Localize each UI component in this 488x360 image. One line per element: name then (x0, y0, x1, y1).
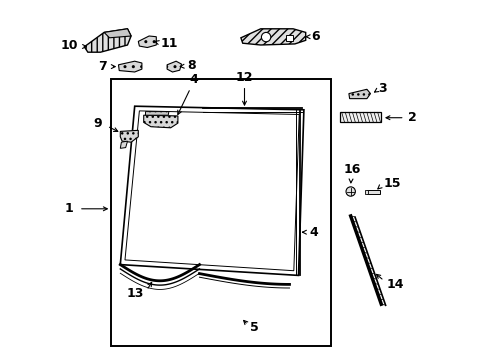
Polygon shape (145, 112, 168, 115)
Text: 16: 16 (343, 163, 360, 176)
Text: 4: 4 (189, 73, 198, 86)
Bar (285, 35, 292, 41)
Bar (366, 190, 379, 194)
Text: 7: 7 (98, 60, 107, 73)
Text: 4: 4 (309, 226, 317, 239)
Circle shape (261, 32, 270, 42)
Circle shape (346, 187, 355, 196)
Text: 8: 8 (186, 59, 195, 72)
Text: 9: 9 (94, 117, 102, 130)
Polygon shape (104, 29, 131, 38)
Text: 12: 12 (235, 71, 253, 84)
Polygon shape (120, 106, 303, 275)
Polygon shape (125, 111, 299, 271)
Bar (364, 190, 367, 194)
Polygon shape (143, 115, 178, 128)
Polygon shape (138, 36, 156, 48)
Text: 15: 15 (382, 177, 400, 190)
Polygon shape (120, 141, 127, 148)
Polygon shape (84, 29, 131, 52)
Text: 2: 2 (407, 111, 416, 124)
Text: 11: 11 (161, 37, 178, 50)
Bar (339, 112, 381, 122)
Polygon shape (167, 61, 181, 72)
Text: 14: 14 (386, 278, 404, 291)
Text: 10: 10 (61, 39, 78, 52)
Text: 3: 3 (377, 82, 386, 95)
Text: 1: 1 (64, 202, 73, 215)
Polygon shape (241, 29, 305, 45)
Polygon shape (118, 61, 142, 72)
Text: 6: 6 (310, 30, 319, 43)
Polygon shape (120, 130, 138, 142)
Text: 13: 13 (126, 287, 143, 300)
Polygon shape (348, 89, 370, 99)
Text: 5: 5 (249, 321, 258, 334)
Bar (111, 79, 330, 346)
